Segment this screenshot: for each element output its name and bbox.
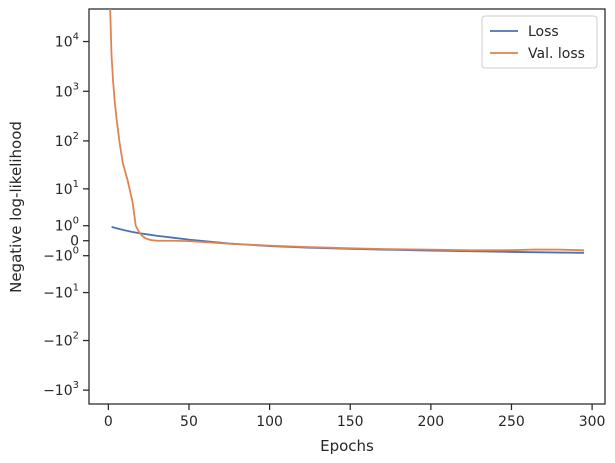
x-tick-label: 200 <box>417 414 444 430</box>
y-tick-label: 104 <box>55 32 79 51</box>
x-tick-label: 100 <box>256 414 283 430</box>
y-tick-label: −103 <box>43 380 79 399</box>
y-tick-label: 101 <box>55 179 79 198</box>
y-tick-label: 102 <box>55 131 79 150</box>
y-axis-label: Negative log-likelihood <box>7 121 25 293</box>
x-tick-label: 50 <box>180 414 198 430</box>
y-tick-label: 100 <box>55 216 79 235</box>
series-lines <box>109 9 585 254</box>
y-tick-label: −100 <box>43 246 79 265</box>
x-tick-label: 0 <box>104 414 113 430</box>
x-tick-label: 150 <box>337 414 364 430</box>
legend-box <box>481 15 598 69</box>
y-tick-label: −101 <box>43 283 79 302</box>
legend: Loss Val. loss <box>481 15 598 69</box>
y-tick-label: −102 <box>43 331 79 350</box>
x-axis-label: Epochs <box>320 437 374 455</box>
series-line-val-loss <box>109 9 585 252</box>
x-tick-label: 250 <box>498 414 525 430</box>
plot-frame <box>88 8 606 405</box>
legend-label: Loss <box>528 24 559 40</box>
legend-label: Val. loss <box>528 46 585 62</box>
x-axis-ticks: 0 50 100 150 200 250 300 <box>104 404 606 430</box>
y-tick-label: 103 <box>55 81 79 100</box>
y-tick-label: 0 <box>70 234 79 250</box>
x-tick-label: 300 <box>579 414 606 430</box>
